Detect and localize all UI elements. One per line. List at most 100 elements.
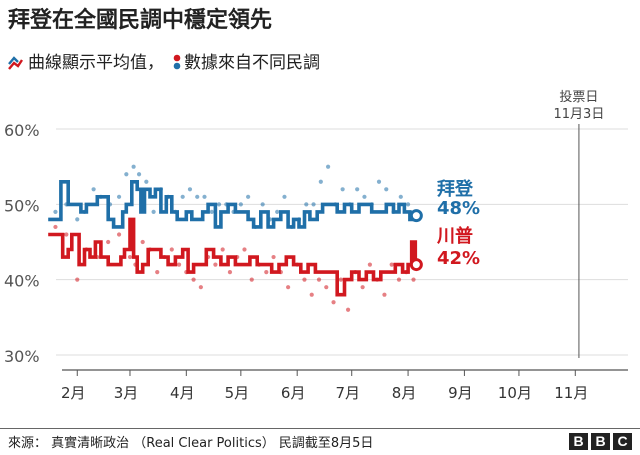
end-marker: [409, 258, 423, 272]
poll-dot: [325, 164, 331, 169]
source-note: 來源： 真實清晰政治 （Real Clear Politics） 民調截至8月5…: [8, 436, 374, 451]
poll-dot: [316, 277, 322, 282]
poll-dot: [202, 194, 207, 199]
poll-dot: [345, 307, 351, 312]
poll-dot: [376, 179, 382, 184]
poll-dot: [191, 277, 196, 282]
poll-dot: [75, 217, 80, 222]
legend: 曲線顯示平均值， 數據來自不同民調: [8, 48, 320, 73]
x-tick-label: 11月: [554, 384, 588, 402]
poll-dot: [275, 209, 280, 214]
poll-dot: [131, 164, 136, 169]
poll-dot: [367, 262, 372, 267]
election-day-label: 投票日: [559, 89, 598, 105]
poll-dot: [198, 285, 203, 290]
poll-dot: [396, 277, 402, 282]
poll-dot: [324, 285, 329, 290]
poll-dot: [140, 239, 145, 245]
poll-dot: [242, 247, 247, 252]
y-tick-label: 60%: [4, 121, 40, 140]
series-value-label: 48%: [437, 198, 480, 219]
poll-dot: [220, 247, 225, 252]
poll-dot: [260, 202, 265, 207]
poll-dot: [249, 277, 254, 282]
poll-dot: [124, 172, 129, 177]
poll-dot: [338, 277, 343, 282]
poll-dot: [318, 179, 323, 184]
poll-dot: [155, 270, 160, 275]
chart-title: 拜登在全國民調中穩定領先: [8, 8, 273, 33]
average-line: [48, 180, 418, 229]
election-day-date: 11月3日: [554, 107, 605, 122]
series-name-label: 川普: [436, 225, 473, 247]
poll-dot: [405, 202, 411, 207]
poll-dot: [213, 262, 218, 267]
series-name-label: 拜登: [437, 178, 474, 200]
poll-dot: [331, 300, 336, 305]
series-value-label: 42%: [437, 248, 480, 269]
legend-line-label: 曲線顯示平均值，: [28, 53, 164, 73]
average-line-icon: [8, 55, 23, 70]
poll-dot: [411, 277, 416, 282]
poll-dot: [127, 254, 133, 260]
x-tick-label: 7月: [335, 384, 360, 402]
x-tick-label: 2月: [61, 384, 86, 402]
x-tick-label: 6月: [281, 384, 306, 402]
poll-dot: [384, 187, 389, 192]
end-marker: [409, 209, 423, 223]
poll-dot: [360, 285, 365, 290]
poll-dot: [180, 194, 185, 199]
y-tick-label: 40%: [4, 272, 40, 291]
poll-dot: [187, 187, 193, 192]
poll-dot: [355, 187, 360, 192]
poll-dot: [246, 194, 251, 199]
poll-dot: [311, 202, 316, 207]
poll-dot: [169, 247, 174, 252]
poll-dot: [53, 224, 58, 230]
logo-letter: B: [591, 433, 610, 450]
poll-dot: [389, 262, 394, 267]
poll-dot: [286, 285, 291, 290]
poll-dot: [91, 187, 96, 192]
poll-dots-icon: [173, 54, 181, 69]
poll-dot: [106, 239, 111, 245]
poll-dot: [75, 277, 80, 282]
logo-letter: C: [613, 433, 632, 450]
poll-dot: [362, 194, 367, 199]
poll-dot: [309, 292, 314, 297]
bbc-logo: B B C: [569, 433, 632, 450]
poll-dot: [195, 194, 200, 199]
poll-dot: [116, 232, 122, 237]
poll-dot: [282, 194, 287, 199]
x-tick-label: 10月: [498, 384, 532, 402]
poll-dot: [216, 202, 222, 207]
poll-dot: [271, 254, 276, 260]
average-line: [48, 217, 418, 297]
y-tick-label: 30%: [4, 347, 40, 366]
legend-dot-label: 數據來自不同民調: [184, 53, 320, 73]
poll-dot: [264, 270, 269, 275]
poll-dot: [209, 209, 214, 214]
poll-dot: [116, 194, 122, 199]
poll-dot: [398, 194, 403, 199]
x-tick-label: 8月: [392, 384, 417, 402]
poll-dot: [151, 209, 156, 214]
poll-dot: [340, 187, 345, 192]
poll-dot: [176, 262, 182, 267]
poll-dot: [136, 172, 142, 177]
x-tick-label: 3月: [114, 384, 139, 402]
poll-dot: [64, 232, 69, 237]
poll-dot: [304, 202, 309, 207]
poll-dot: [382, 292, 387, 297]
poll-dot: [144, 179, 149, 184]
poll-dot: [53, 209, 58, 214]
y-tick-label: 50%: [4, 196, 40, 215]
x-tick-label: 9月: [448, 384, 473, 402]
poll-dot: [302, 277, 307, 282]
poll-dot: [238, 202, 243, 207]
x-tick-label: 4月: [170, 384, 195, 402]
footer-rule: [0, 428, 640, 429]
logo-letter: B: [569, 433, 588, 450]
poll-chart: 30% 40% 50% 60% 2月 3月 4月 5月 6月 7月 8月 9月 10月 11月 投票日 11…: [4, 89, 628, 402]
poll-dot: [227, 270, 233, 275]
